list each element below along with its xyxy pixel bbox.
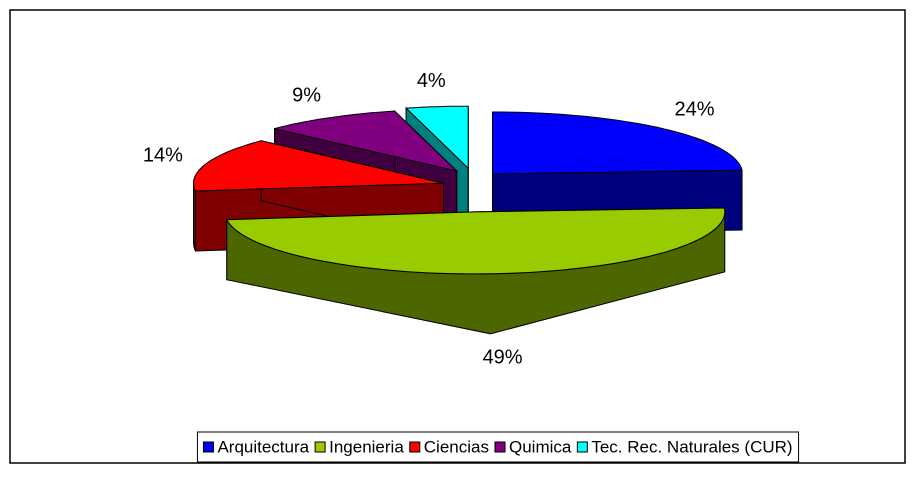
legend-swatch	[202, 441, 214, 453]
data-label: 14%	[143, 145, 183, 167]
legend-label: Quimica	[509, 437, 572, 456]
legend-swatch	[494, 441, 506, 453]
legend: Arquitectura Ingenieria Ciencias Quimica Tec…	[196, 431, 800, 463]
data-label: 4%	[417, 70, 446, 92]
slice-top	[193, 140, 444, 192]
data-label: 24%	[674, 99, 714, 121]
slice-top	[225, 207, 726, 275]
data-label: 9%	[292, 84, 321, 106]
legend-label: Ingenieria	[329, 437, 404, 456]
legend-label: Arquitectura	[217, 437, 309, 456]
legend-swatch	[576, 441, 588, 453]
legend-box	[196, 431, 800, 463]
data-label: 49%	[483, 347, 523, 369]
slice-wall	[193, 183, 196, 252]
legend-swatch	[409, 441, 421, 453]
slice-top	[404, 105, 469, 170]
legend-label: Tec. Rec. Naturales (CUR)	[591, 437, 792, 456]
legend-swatch	[314, 441, 326, 453]
slice-top	[491, 111, 743, 175]
slice-top	[274, 110, 459, 172]
legend-label: Ciencias	[424, 437, 489, 456]
slice	[225, 207, 726, 335]
